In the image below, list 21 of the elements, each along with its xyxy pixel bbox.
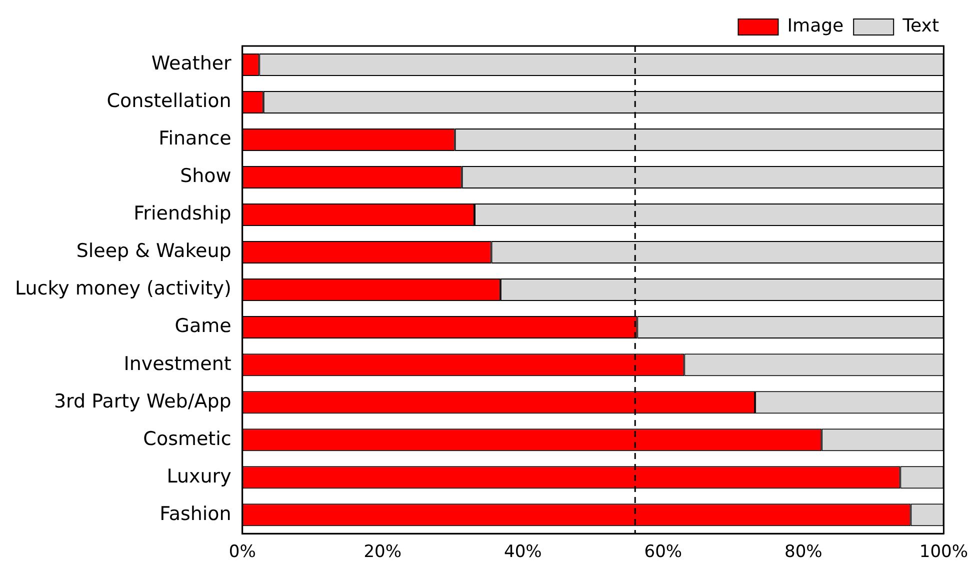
y-tick-label: Game (174, 315, 232, 338)
y-tick-label: Show (180, 165, 232, 188)
x-tick-label: 60% (644, 542, 682, 562)
y-tick-label: Fashion (160, 502, 232, 525)
y-tick-label: Weather (151, 52, 232, 75)
x-tick-label: 100% (919, 542, 968, 562)
x-tick-label: 80% (784, 542, 822, 562)
y-tick-label: Sleep & Wakeup (76, 240, 232, 262)
legend-label: Image (787, 16, 844, 37)
y-tick-label: Constellation (106, 90, 232, 112)
x-tick-label: 40% (504, 542, 542, 562)
y-tick-label: Luxury (166, 465, 232, 488)
y-tick-label: Investment (124, 352, 232, 375)
y-tick-label: Finance (158, 128, 232, 150)
y-tick-label: 3rd Party Web/App (54, 390, 232, 412)
x-tick-label: 20% (364, 542, 402, 562)
y-tick-label: Friendship (134, 202, 232, 225)
y-tick-label: Lucky money (activity) (15, 278, 232, 300)
legend-label: Text (902, 16, 939, 37)
y-tick-label: Cosmetic (143, 428, 232, 450)
x-tick-label: 0% (228, 542, 256, 562)
